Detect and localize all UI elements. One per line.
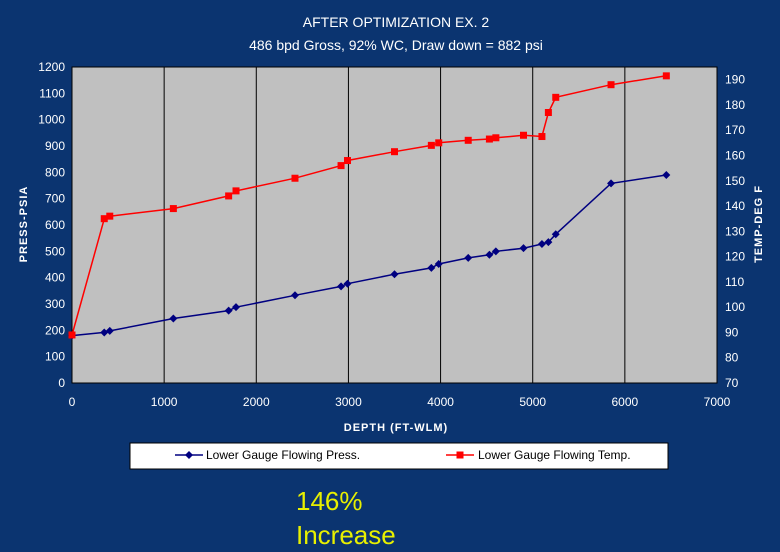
- temp-point: [520, 131, 527, 139]
- press-point: [343, 279, 352, 288]
- right-tick-label: 170: [725, 123, 745, 137]
- grid-lines: [163, 67, 626, 383]
- x-tick-label: 3000: [335, 395, 362, 409]
- legend-box: [129, 442, 669, 470]
- left-tick-label: 400: [45, 271, 65, 285]
- x-tick-label: 4000: [427, 395, 454, 409]
- x-axis-label: DEPTH (FT-WLM): [344, 422, 448, 434]
- right-tick-label: 70: [725, 376, 739, 390]
- press-point: [232, 303, 241, 312]
- press-point: [224, 306, 233, 315]
- right-tick-label: 150: [725, 174, 745, 188]
- x-axis-ticks: 0 1000 2000 3000 4000 5000 6000 7000: [69, 395, 731, 409]
- left-tick-label: 100: [45, 350, 65, 364]
- press-point: [519, 244, 528, 253]
- press-point: [607, 179, 616, 188]
- press-point: [537, 239, 546, 248]
- right-tick-label: 120: [725, 250, 745, 264]
- temp-point: [492, 134, 500, 142]
- temp-point: [169, 205, 177, 213]
- x-tick-label: 2000: [243, 395, 270, 409]
- legend-press-label: Lower Gauge Flowing Press.: [206, 448, 360, 462]
- x-tick-label: 7000: [704, 395, 731, 409]
- press-point: [485, 250, 494, 259]
- legend-temp-marker: [456, 451, 464, 459]
- right-tick-label: 90: [725, 325, 739, 339]
- right-tick-label: 130: [725, 224, 745, 238]
- temp-point: [538, 133, 546, 141]
- chart-subtitle: 486 bpd Gross, 92% WC, Draw down = 882 p…: [249, 37, 543, 53]
- left-tick-label: 600: [45, 218, 65, 232]
- right-tick-label: 190: [725, 73, 745, 87]
- legend-press-marker: [185, 451, 193, 459]
- press-point: [464, 253, 473, 262]
- right-axis-label: TEMP-DEG F: [753, 185, 765, 263]
- left-tick-label: 200: [45, 323, 65, 337]
- press-point: [337, 282, 346, 291]
- x-tick-label: 0: [69, 395, 76, 409]
- left-tick-label: 1100: [39, 86, 65, 100]
- temp-point: [485, 135, 493, 143]
- temp-point: [552, 93, 560, 101]
- temp-point: [435, 139, 443, 147]
- right-tick-label: 80: [725, 351, 739, 365]
- temp-point: [291, 174, 299, 182]
- press-point: [290, 291, 299, 300]
- increase-callout: 146% Increase: [296, 484, 396, 552]
- left-tick-label: 900: [45, 139, 65, 153]
- left-axis-label: PRESS-PSIA: [18, 186, 30, 263]
- legend-temp-label: Lower Gauge Flowing Temp.: [478, 448, 631, 462]
- press-point: [390, 270, 399, 279]
- chart: AFTER OPTIMIZATION EX. 2 486 bpd Gross, …: [18, 14, 765, 470]
- temp-point: [337, 162, 345, 170]
- series-layer: [68, 72, 671, 340]
- press-point: [491, 247, 500, 256]
- temp-point: [106, 212, 114, 220]
- right-tick-label: 140: [725, 199, 745, 213]
- left-tick-label: 700: [45, 192, 65, 206]
- right-tick-label: 100: [725, 300, 745, 314]
- left-tick-label: 800: [45, 165, 65, 179]
- chart-title: AFTER OPTIMIZATION EX. 2: [303, 14, 490, 30]
- left-tick-label: 500: [45, 244, 65, 258]
- press-point: [544, 238, 553, 247]
- plot-area: [71, 66, 718, 384]
- x-tick-label: 6000: [612, 395, 639, 409]
- x-tick-label: 5000: [519, 395, 546, 409]
- left-axis-ticks: 0 100 200 300 400 500 600 700 800 900 1000 1100 1200: [38, 60, 65, 390]
- temp-point: [68, 331, 76, 339]
- left-tick-label: 1000: [38, 113, 65, 127]
- press-point: [169, 314, 178, 323]
- temp-point: [344, 157, 352, 165]
- temp-point: [607, 81, 615, 89]
- temp-point: [100, 215, 108, 223]
- right-tick-label: 110: [725, 275, 744, 289]
- press-point: [427, 263, 436, 272]
- left-tick-label: 0: [58, 376, 65, 390]
- right-axis-ticks: 70 80 90 100 110 120 130 140 150 160 170 180 190: [725, 73, 745, 390]
- callout-word: Increase: [296, 520, 396, 550]
- callout-percent: 146%: [296, 486, 363, 516]
- press-point: [551, 230, 560, 239]
- temp-point: [225, 192, 233, 200]
- left-tick-label: 300: [45, 297, 65, 311]
- left-tick-label: 1200: [38, 60, 65, 74]
- right-tick-label: 180: [725, 98, 745, 112]
- temp-point: [232, 187, 240, 195]
- temp-point: [391, 148, 398, 156]
- press-point: [434, 259, 443, 268]
- temp-point: [464, 136, 472, 144]
- press-point: [662, 170, 671, 179]
- temp-point: [662, 72, 670, 80]
- press-point: [105, 326, 114, 335]
- right-tick-label: 160: [725, 148, 745, 162]
- temp-point: [544, 109, 552, 117]
- x-tick-label: 1000: [151, 395, 178, 409]
- temp-point: [427, 141, 435, 149]
